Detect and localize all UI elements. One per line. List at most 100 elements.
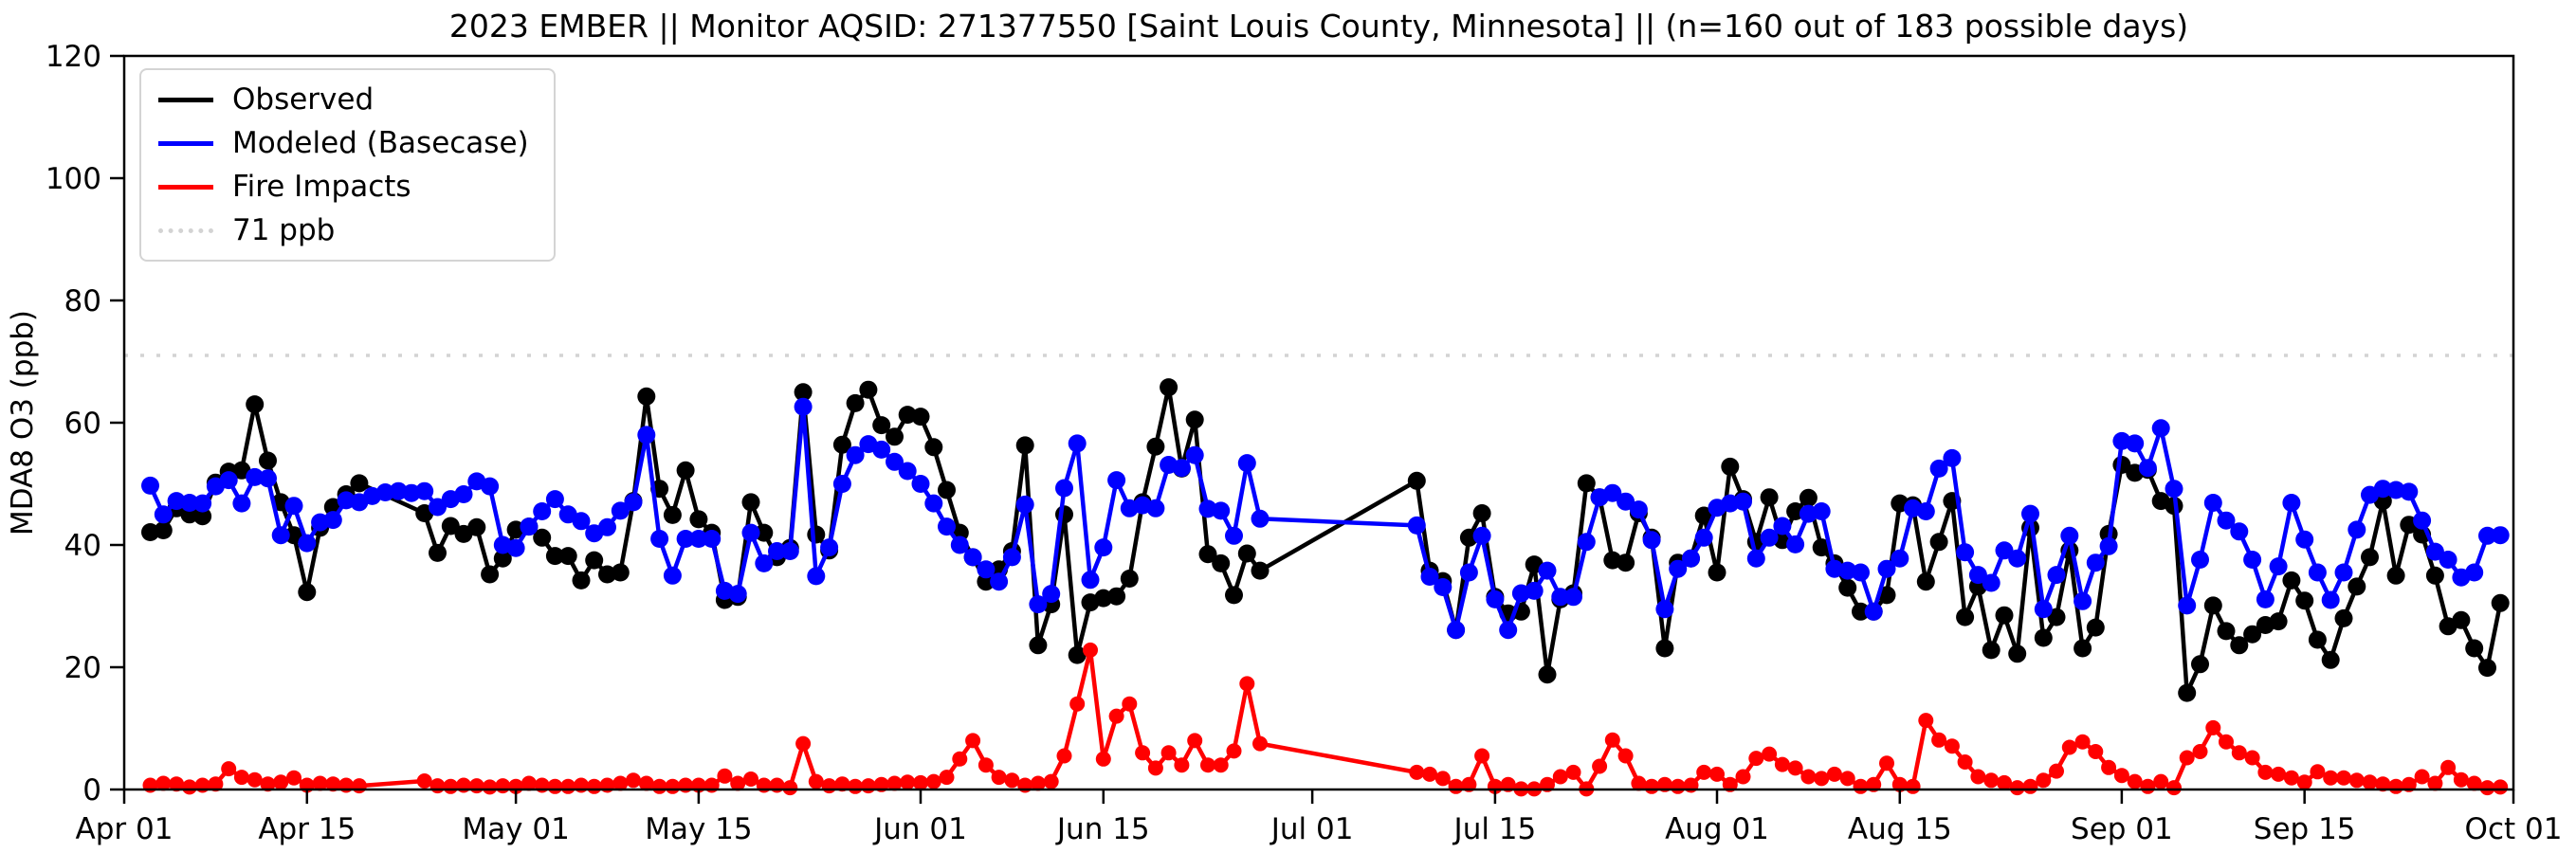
data-point [1931,732,1947,748]
data-point [1982,641,2001,660]
data-point [533,502,552,520]
data-point [1225,526,1243,545]
data-point [1916,572,1935,591]
data-point [663,505,682,524]
data-point [2008,644,2027,663]
data-point [298,583,317,602]
data-point [717,768,733,784]
data-point [1029,595,1048,614]
data-point [443,778,459,794]
data-point [782,780,798,796]
data-point [741,523,760,542]
data-point [1160,745,1177,761]
data-point [689,510,708,529]
data-point [1185,410,1204,429]
data-point [1068,434,1087,453]
data-point [2021,504,2039,523]
data-point [924,438,943,457]
data-point [2400,482,2419,501]
data-point [1448,778,1464,794]
data-point [820,538,839,557]
data-point [834,776,850,792]
data-point [1146,437,1165,456]
data-point [1905,778,1921,794]
data-point [730,775,746,791]
data-point [911,408,930,426]
data-point [650,530,669,548]
data-point [886,775,903,791]
data-point [728,585,747,604]
data-point [808,773,824,789]
data-point [1760,488,1779,507]
data-point [1551,588,1570,607]
x-tick-label: May 15 [645,812,752,846]
data-point [1748,751,1764,767]
data-point [665,778,681,794]
data-point [2230,522,2249,541]
data-point [1577,474,1596,493]
data-point [1694,506,1713,525]
data-point [1056,748,1072,764]
data-point [2452,610,2471,629]
data-point [611,501,630,520]
data-point [703,530,722,548]
y-tick-label: 80 [64,284,101,318]
fire-line-swatch [158,184,213,190]
data-point [755,554,774,572]
data-point [1670,778,1686,794]
data-point [1538,561,1557,580]
data-point [2217,622,2236,641]
data-point [2465,639,2484,658]
data-point [181,779,197,795]
data-point [2257,764,2274,780]
data-point [1879,755,1894,771]
data-point [2282,571,2301,590]
data-point [2295,530,2314,549]
data-point [1786,535,1805,554]
data-point [260,776,276,792]
data-point [533,528,552,547]
data-point [2308,630,2327,649]
y-tick-label: 60 [64,407,101,441]
data-point [429,498,447,517]
data-point [1552,769,1568,785]
data-point [1774,756,1790,772]
data-point [1122,696,1138,712]
data-point [1721,457,1740,476]
data-point [1603,483,1622,502]
data-point [2074,591,2092,610]
data-point [1929,459,1948,478]
data-point [2478,526,2496,545]
data-point [2388,778,2404,794]
data-point [2491,593,2510,612]
data-point [2491,526,2510,545]
data-point [1760,528,1779,547]
data-point [689,530,708,548]
data-point [193,507,212,526]
data-point [846,445,865,464]
data-point [886,427,904,446]
x-tick-label: Aug 15 [1848,812,1952,846]
y-tick-label: 100 [46,162,101,196]
data-point [2047,608,2066,626]
x-tick-label: Sep 01 [2071,812,2173,846]
data-point [1943,448,1962,467]
data-point [612,775,629,791]
data-point [2151,419,2170,438]
x-tick-label: Jun 15 [1055,812,1150,846]
data-point [1644,778,1660,794]
data-point [1107,471,1126,490]
legend-item-observed: Observed [151,80,529,119]
data-point [2465,563,2484,582]
data-point [832,435,851,454]
legend-item-threshold: 71 ppb [151,210,529,250]
data-point [585,551,604,570]
data-point [2088,744,2104,759]
data-point [1108,708,1124,724]
data-point [233,770,249,786]
data-point [193,494,212,513]
data-point [2034,600,2053,619]
y-tick-label: 120 [46,40,101,74]
data-point [520,517,539,536]
